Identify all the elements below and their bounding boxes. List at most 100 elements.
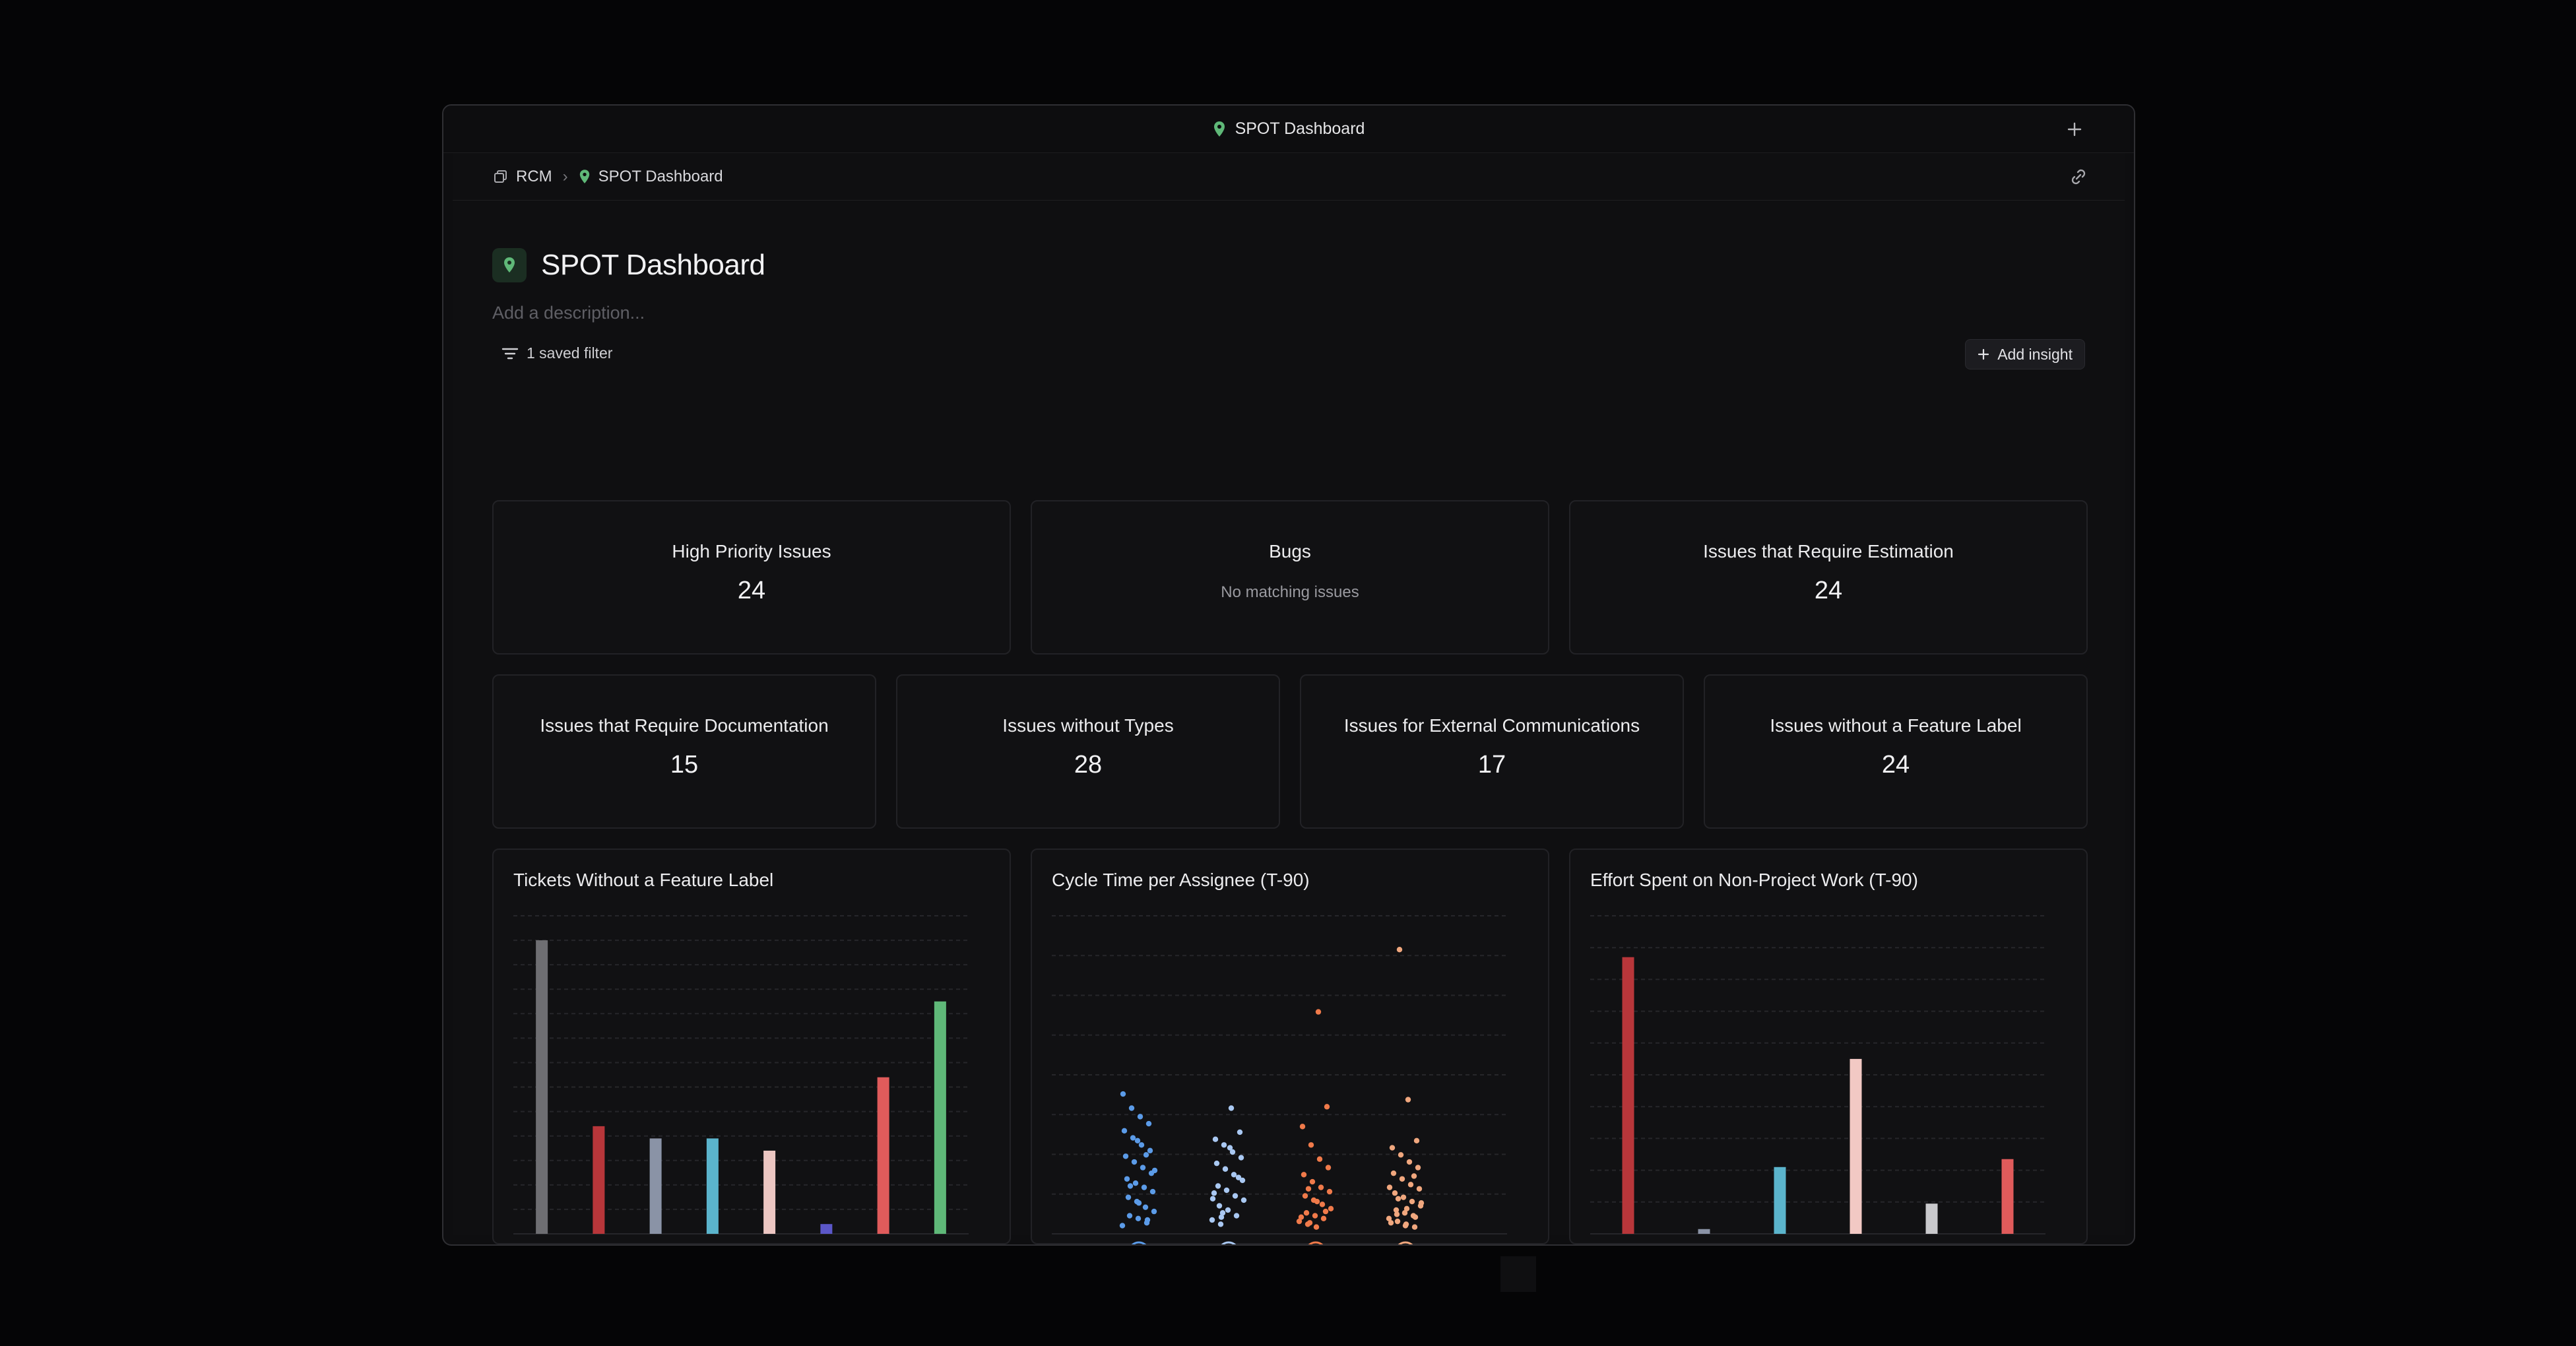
- data-point: [1211, 1190, 1217, 1196]
- dock-placeholder: [1500, 1256, 1536, 1292]
- link-icon[interactable]: [2068, 166, 2089, 187]
- metric-card-estimation[interactable]: Issues that Require Estimation 24: [1569, 500, 2088, 655]
- avatar-icon: [1308, 1241, 1324, 1244]
- app-window: SPOT Dashboard RCM › SPOT D: [442, 104, 2135, 1246]
- metric-value: 24: [1814, 577, 1843, 604]
- chart-title: Tickets Without a Feature Label: [513, 870, 774, 890]
- data-point: [1316, 1156, 1323, 1162]
- data-point: [1238, 1155, 1244, 1161]
- data-point: [1308, 1142, 1314, 1148]
- bar: [1698, 1229, 1710, 1234]
- data-point: [1228, 1105, 1235, 1111]
- data-point: [1239, 1177, 1246, 1184]
- data-point: [1306, 1220, 1313, 1226]
- data-point: [1218, 1214, 1225, 1220]
- data-point: [1235, 1174, 1242, 1180]
- data-point: [1135, 1215, 1142, 1222]
- data-point: [1212, 1136, 1219, 1142]
- metric-label: Issues that Require Estimation: [1703, 541, 1954, 561]
- data-point: [1312, 1213, 1318, 1219]
- bar: [593, 1126, 605, 1234]
- bar: [877, 1077, 889, 1234]
- chevron-right-icon: ›: [562, 167, 568, 185]
- data-point: [1240, 1197, 1247, 1203]
- location-pin-icon: [579, 169, 589, 183]
- data-point: [1138, 1142, 1145, 1148]
- data-point: [1314, 1198, 1320, 1205]
- saved-filter-button[interactable]: 1 saved filter: [501, 344, 612, 362]
- bar: [649, 1138, 662, 1234]
- data-point: [1318, 1184, 1324, 1190]
- metric-card-documentation[interactable]: Issues that Require Documentation 15: [492, 674, 876, 829]
- data-point: [1237, 1129, 1243, 1136]
- bar: [934, 1001, 946, 1234]
- data-point: [1125, 1194, 1132, 1200]
- data-point: [1411, 1224, 1418, 1230]
- description-field[interactable]: Add a description...: [492, 303, 645, 323]
- data-point: [1216, 1203, 1223, 1209]
- data-point: [1225, 1207, 1231, 1213]
- chart-card-feature-label[interactable]: Tickets Without a Feature Label: [492, 849, 1011, 1244]
- dashboard-icon[interactable]: [492, 248, 527, 282]
- data-point: [1315, 1009, 1322, 1015]
- data-point: [1296, 1218, 1303, 1225]
- data-point: [1215, 1183, 1221, 1189]
- breadcrumb-current-label: SPOT Dashboard: [598, 167, 723, 185]
- data-point: [1386, 1215, 1392, 1222]
- page-container: RCM › SPOT Dashboard: [453, 153, 2125, 1244]
- data-point: [1392, 1190, 1398, 1196]
- data-point: [1390, 1170, 1397, 1176]
- data-point: [1221, 1142, 1227, 1148]
- titlebar: SPOT Dashboard: [443, 106, 2134, 153]
- data-point: [1126, 1213, 1133, 1219]
- data-point: [1140, 1165, 1146, 1170]
- metric-label: Issues without a Feature Label: [1770, 715, 2022, 736]
- data-point: [1326, 1188, 1333, 1195]
- dashboard-content: SPOT Dashboard Add a description... 1 sa…: [492, 201, 2088, 1244]
- data-point: [1232, 1193, 1239, 1199]
- data-point: [1151, 1208, 1157, 1215]
- breadcrumb-current[interactable]: SPOT Dashboard: [579, 168, 723, 186]
- metric-card-external-comms[interactable]: Issues for External Communications 17: [1300, 674, 1684, 829]
- data-point: [1412, 1214, 1419, 1220]
- data-point: [1313, 1224, 1320, 1230]
- metric-value: 24: [737, 577, 766, 604]
- data-point: [1394, 1211, 1400, 1217]
- data-point: [1122, 1153, 1129, 1159]
- data-point: [1145, 1120, 1152, 1127]
- chart-card-cycle-time[interactable]: Cycle Time per Assignee (T-90): [1031, 849, 1549, 1244]
- data-point: [1400, 1194, 1407, 1200]
- data-point: [1119, 1223, 1126, 1229]
- data-point: [1401, 1210, 1408, 1216]
- data-point: [1229, 1149, 1236, 1155]
- data-point: [1305, 1186, 1312, 1192]
- data-point: [1219, 1210, 1226, 1216]
- metric-card-feature-label[interactable]: Issues without a Feature Label 24: [1704, 674, 2088, 829]
- data-point: [1233, 1213, 1240, 1219]
- data-point: [1407, 1182, 1414, 1188]
- data-point: [1302, 1193, 1308, 1199]
- data-point: [1223, 1187, 1230, 1194]
- bar: [706, 1138, 719, 1234]
- page-title[interactable]: SPOT Dashboard: [541, 249, 765, 281]
- data-point: [1142, 1204, 1149, 1210]
- avatar-icon: [1221, 1241, 1237, 1244]
- data-point: [1149, 1188, 1156, 1195]
- chart-title: Effort Spent on Non-Project Work (T-90): [1590, 870, 1918, 890]
- data-point: [1131, 1159, 1138, 1165]
- add-insight-button[interactable]: Add insight: [1965, 339, 2085, 369]
- chart-card-effort[interactable]: Effort Spent on Non-Project Work (T-90): [1569, 849, 2088, 1244]
- data-point: [1128, 1105, 1135, 1111]
- bar: [1622, 957, 1634, 1234]
- new-tab-button[interactable]: [2061, 116, 2088, 143]
- metric-card-high-priority[interactable]: High Priority Issues 24: [492, 500, 1011, 655]
- metric-card-bugs[interactable]: Bugs No matching issues: [1031, 500, 1549, 655]
- avatar-icon: [1131, 1241, 1147, 1244]
- data-point: [1394, 1218, 1401, 1225]
- data-point: [1418, 1200, 1425, 1206]
- data-point: [1222, 1166, 1229, 1172]
- metric-label: Bugs: [1269, 541, 1311, 561]
- metric-card-without-types[interactable]: Issues without Types 28: [896, 674, 1280, 829]
- breadcrumb-root[interactable]: RCM: [494, 168, 552, 186]
- data-point: [1209, 1217, 1215, 1223]
